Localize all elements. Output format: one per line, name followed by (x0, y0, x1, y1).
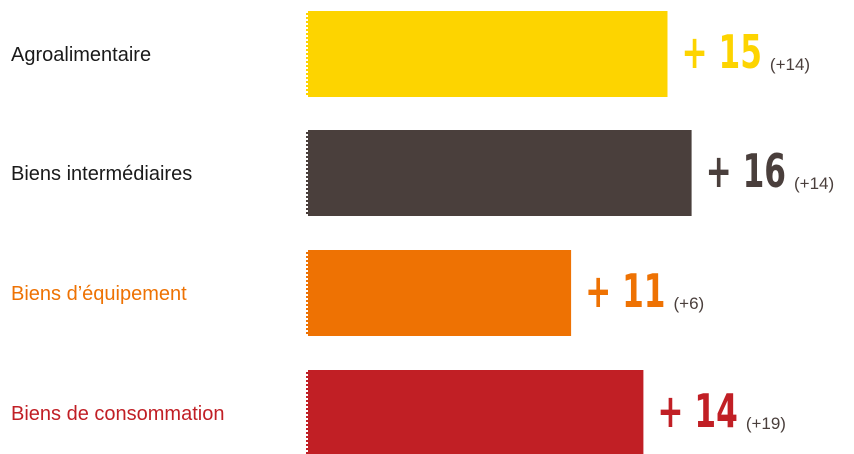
bar (306, 130, 692, 216)
previous-value-label: (+14) (794, 174, 834, 193)
bar (306, 370, 644, 454)
category-label: Biens intermédiaires (11, 163, 192, 185)
value-label: + 14 (657, 386, 737, 439)
previous-value-label: (+14) (770, 55, 810, 74)
value-label: + 16 (706, 146, 786, 199)
previous-value-label: (+19) (746, 414, 786, 433)
bar (306, 250, 572, 336)
value-label: + 15 (682, 27, 762, 80)
previous-value-label: (+6) (674, 294, 705, 313)
category-label: Agroalimentaire (11, 44, 151, 66)
value-label: + 11 (585, 266, 665, 319)
bar (306, 11, 668, 97)
category-label: Biens de consommation (11, 403, 224, 425)
category-label: Biens d’équipement (11, 283, 187, 305)
